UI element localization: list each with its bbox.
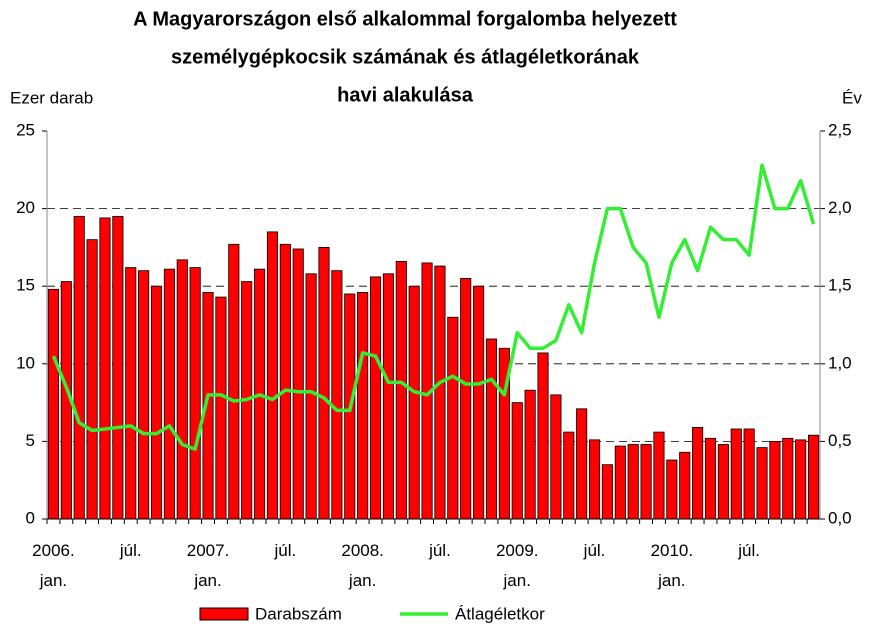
bar [331, 270, 343, 520]
bar [357, 292, 369, 520]
x-tick-label: 2007. jan. [187, 541, 230, 590]
bar [279, 243, 291, 520]
bar [125, 267, 137, 520]
y-tick-label: 0 [26, 508, 35, 527]
y2-tick-label: 2,0 [828, 198, 852, 217]
bar [550, 394, 562, 520]
y2-tick-label: 0,0 [828, 508, 852, 527]
bar [640, 444, 652, 520]
y2-tick-label: 1,5 [828, 276, 852, 295]
bar [795, 439, 807, 520]
bar [679, 451, 691, 520]
y-tick-label: 15 [16, 276, 35, 295]
bar [150, 285, 163, 520]
bar [473, 285, 485, 520]
bar [537, 352, 549, 520]
y-axis-label: Ezer darab [10, 88, 93, 107]
bar [138, 270, 150, 520]
x-tick-label: júl. [273, 541, 296, 560]
bar [704, 437, 717, 520]
bar [614, 445, 626, 520]
y2-tick-label: 0,5 [828, 431, 852, 450]
bar [692, 427, 704, 520]
bar [292, 248, 304, 520]
bar [86, 239, 98, 520]
bar [47, 288, 59, 520]
chart-title: A Magyarországon első alkalommal forgalo… [133, 8, 677, 30]
x-tick-label: júl. [428, 541, 451, 560]
bar [305, 273, 317, 520]
bar [717, 444, 729, 520]
bar [782, 437, 794, 520]
bar [563, 431, 575, 520]
line [51, 163, 816, 451]
bar [266, 231, 279, 520]
bar [588, 439, 601, 520]
y2-tick-label: 2,5 [828, 120, 852, 139]
chart-title: havi alakulása [337, 84, 474, 106]
bar [730, 428, 742, 520]
bar [485, 338, 498, 520]
y-tick-label: 5 [26, 431, 35, 450]
x-tick-label: júl. [583, 541, 606, 560]
x-tick-label: júl. [119, 541, 142, 560]
x-tick-label: júl. [737, 541, 760, 560]
x-tick-label: 2010. jan. [651, 541, 694, 590]
x-tick-label: 2008. jan. [341, 541, 384, 590]
bar [460, 278, 472, 520]
bar [99, 217, 111, 520]
y-tick-label: 25 [16, 120, 35, 139]
legend-label: Darabszám [255, 604, 342, 623]
bar [408, 285, 420, 520]
bar [318, 246, 330, 520]
y2-tick-label: 1,0 [828, 353, 852, 372]
bar [524, 389, 536, 520]
bar [176, 259, 188, 520]
bar [576, 408, 588, 520]
y-tick-label: 10 [16, 353, 35, 372]
bar [743, 428, 755, 520]
bar [434, 265, 446, 520]
chart-title: személygépkocsik számának és átlagéletko… [171, 46, 640, 68]
bar [73, 215, 85, 520]
bar [808, 434, 820, 520]
bar [189, 267, 201, 520]
bar [666, 459, 678, 520]
bar [395, 260, 407, 520]
y2-axis-label: Év [842, 88, 862, 107]
bar [769, 440, 781, 520]
bar [601, 464, 613, 520]
bar [627, 444, 639, 520]
bar [756, 447, 768, 520]
bar [228, 243, 240, 520]
bar [447, 316, 459, 520]
bar [511, 402, 523, 520]
bar [653, 431, 665, 520]
legend-label: Átlagéletkor [455, 604, 545, 623]
x-tick-label: 2009. jan. [496, 541, 539, 590]
legend-swatch [199, 607, 249, 621]
bar [163, 268, 175, 520]
bar [112, 215, 124, 520]
bar [369, 276, 382, 520]
y-tick-label: 20 [16, 198, 35, 217]
x-tick-label: 2006. jan. [32, 541, 75, 590]
bar [382, 273, 394, 520]
bar [215, 296, 227, 520]
